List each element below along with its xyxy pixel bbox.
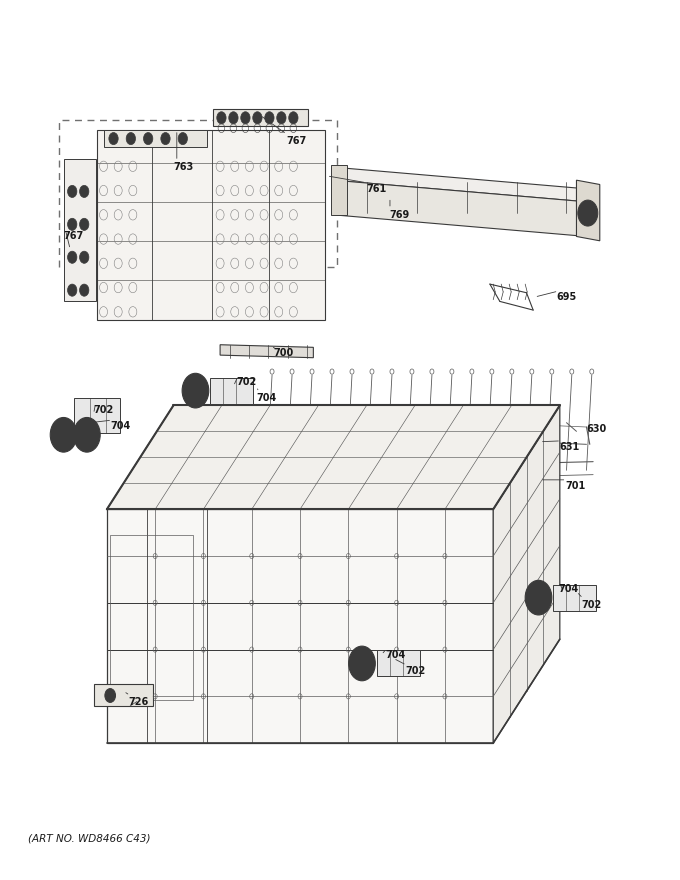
Circle shape: [67, 186, 77, 197]
Circle shape: [277, 112, 286, 124]
Polygon shape: [493, 406, 560, 743]
Text: 630: 630: [586, 424, 607, 434]
Circle shape: [50, 417, 77, 452]
Circle shape: [536, 594, 541, 601]
Text: (ART NO. WD8466 C43): (ART NO. WD8466 C43): [29, 833, 151, 843]
Text: 702: 702: [237, 377, 257, 387]
Text: 726: 726: [129, 697, 149, 707]
Circle shape: [349, 646, 375, 681]
Polygon shape: [73, 399, 120, 433]
Circle shape: [67, 284, 77, 297]
Circle shape: [80, 251, 89, 263]
Text: 631: 631: [560, 442, 580, 452]
Text: 702: 702: [581, 599, 602, 610]
Circle shape: [189, 382, 202, 400]
Polygon shape: [210, 378, 254, 404]
Text: 702: 702: [405, 666, 426, 676]
Circle shape: [84, 431, 90, 438]
Polygon shape: [97, 130, 325, 320]
Circle shape: [578, 200, 598, 226]
Polygon shape: [63, 158, 95, 302]
Circle shape: [61, 431, 66, 438]
Circle shape: [80, 426, 94, 444]
Circle shape: [289, 112, 298, 124]
Circle shape: [57, 426, 70, 444]
Text: 695: 695: [556, 292, 577, 302]
Polygon shape: [220, 345, 313, 357]
Text: 704: 704: [256, 393, 277, 403]
Circle shape: [80, 284, 89, 297]
Circle shape: [73, 417, 100, 452]
Circle shape: [143, 133, 153, 144]
Text: 701: 701: [565, 480, 585, 491]
Text: 769: 769: [390, 209, 410, 220]
Circle shape: [105, 688, 116, 702]
Circle shape: [67, 218, 77, 231]
Circle shape: [228, 112, 238, 124]
Circle shape: [126, 133, 135, 144]
Circle shape: [160, 133, 170, 144]
Circle shape: [109, 133, 118, 144]
Circle shape: [359, 660, 364, 667]
Circle shape: [217, 112, 226, 124]
Polygon shape: [214, 109, 308, 127]
Text: 704: 704: [110, 422, 131, 431]
Polygon shape: [103, 130, 207, 147]
Text: 767: 767: [63, 231, 84, 241]
Circle shape: [182, 373, 209, 408]
Circle shape: [525, 580, 552, 615]
Polygon shape: [94, 685, 154, 706]
Polygon shape: [577, 180, 600, 241]
Circle shape: [356, 655, 369, 672]
Text: 702: 702: [93, 405, 114, 414]
Polygon shape: [107, 406, 560, 510]
Circle shape: [178, 133, 188, 144]
Circle shape: [193, 387, 198, 394]
Text: 700: 700: [273, 348, 294, 358]
Polygon shape: [333, 167, 586, 202]
Polygon shape: [107, 510, 493, 743]
Text: 704: 704: [385, 649, 405, 660]
Text: 761: 761: [367, 184, 387, 194]
Circle shape: [67, 251, 77, 263]
Circle shape: [80, 186, 89, 197]
Text: 704: 704: [558, 584, 579, 594]
Circle shape: [532, 589, 545, 606]
Circle shape: [80, 218, 89, 231]
Polygon shape: [377, 650, 420, 677]
Circle shape: [253, 112, 262, 124]
Text: 763: 763: [173, 162, 194, 172]
Polygon shape: [333, 180, 586, 237]
Polygon shape: [553, 584, 596, 611]
Circle shape: [265, 112, 274, 124]
Polygon shape: [331, 165, 347, 215]
Text: 767: 767: [286, 136, 307, 146]
Circle shape: [241, 112, 250, 124]
